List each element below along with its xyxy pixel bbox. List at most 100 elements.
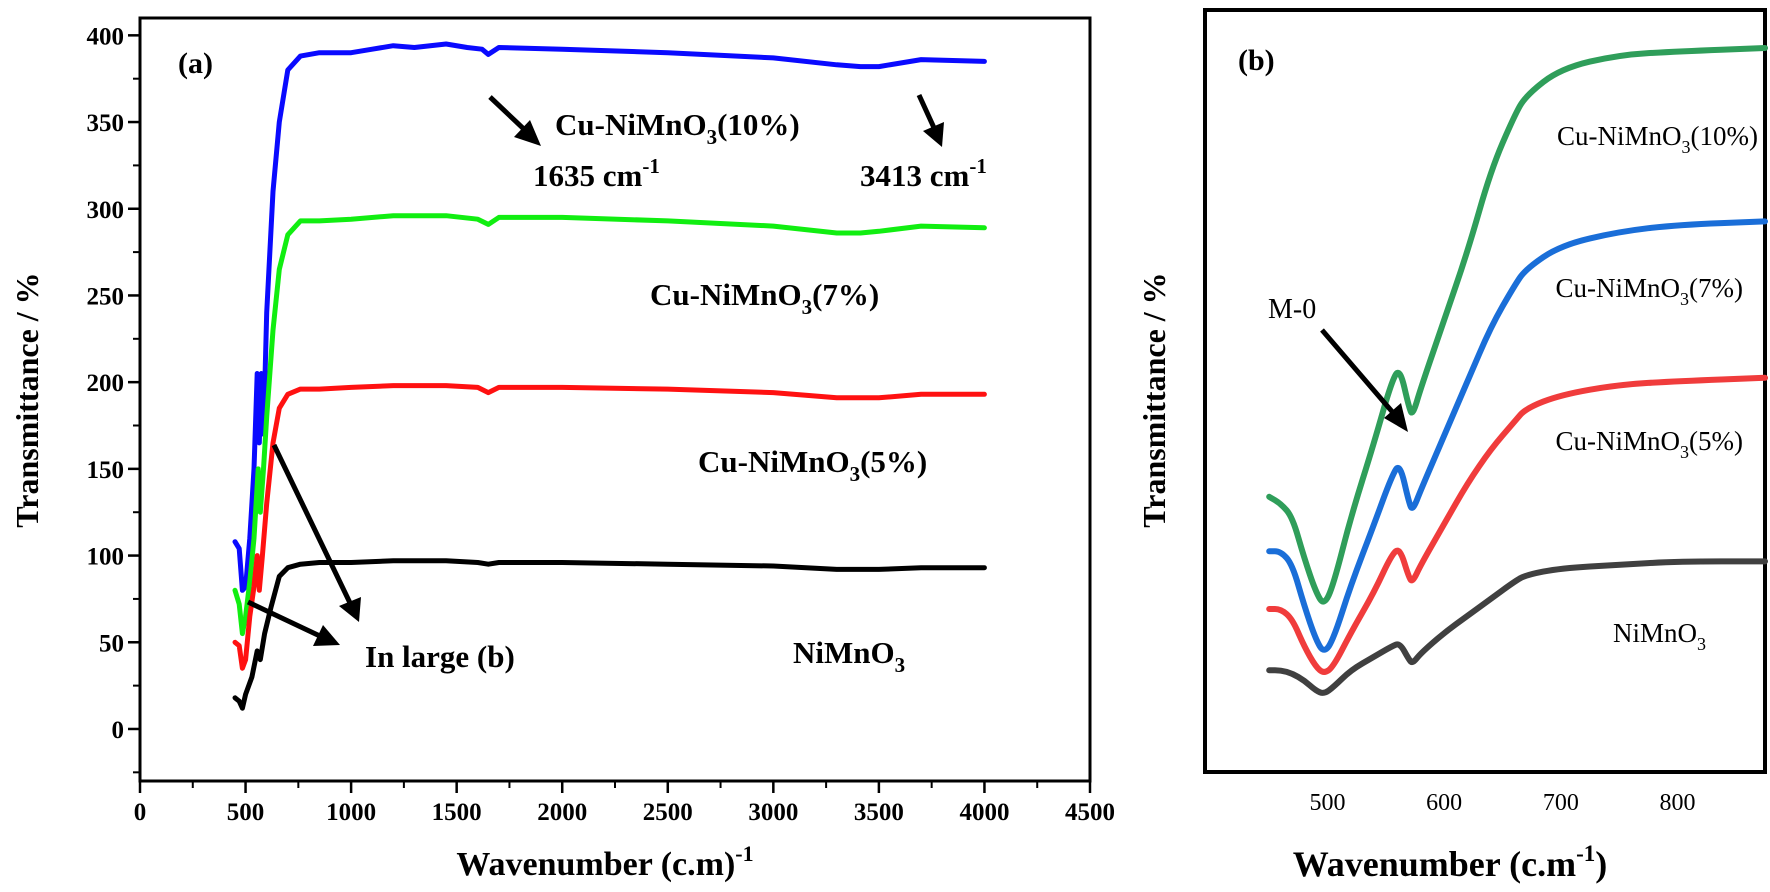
annotation-in-large: In large (b) <box>365 639 515 674</box>
annotation-m-o: M-0 <box>1268 294 1316 325</box>
series-label-main: Cu-NiMnO <box>1557 121 1682 151</box>
arrow-1635-icon <box>488 95 529 134</box>
panel-a-xlabel-text: Wavenumber (c.m) <box>456 846 735 883</box>
annotation-text: 1635 cm <box>533 158 643 193</box>
series-label-main: NiMnO <box>1613 618 1697 648</box>
annotation-text: 3413 cm <box>860 158 970 193</box>
y-tick-label: 100 <box>87 544 125 571</box>
panel-b-label: (b) <box>1238 44 1275 77</box>
panel-b-frame <box>1203 8 1767 774</box>
series-line <box>232 383 987 671</box>
x-tick-label: 4000 <box>959 799 1009 826</box>
y-tick-label: 400 <box>87 23 125 50</box>
series-line <box>1266 374 1768 675</box>
series-label-main: Cu-NiMnO <box>698 444 850 479</box>
panel-b-xlabel-sup: -1 <box>1576 841 1595 866</box>
series-label-tail: (7%) <box>812 277 879 312</box>
panel-b-xlabel-tail: ) <box>1595 844 1607 884</box>
series-line <box>1266 45 1768 605</box>
panel-b: 500 600 700 800 (b) Transmittance / % Waven… <box>1136 8 1768 884</box>
x-tick-label: 500 <box>1310 790 1346 816</box>
series-label-main: Cu-NiMnO <box>1556 273 1681 303</box>
arrow-3413-icon <box>916 93 938 132</box>
panel-a-frame <box>138 16 1092 783</box>
annotation-3413: 3413 cm-1 <box>860 154 987 193</box>
series-label-sub: 3 <box>895 653 906 677</box>
series-label-sub: 3 <box>1682 137 1691 157</box>
panel-b-series-label-10: Cu-NiMnO3(10%) <box>1557 121 1758 157</box>
x-tick-label: 500 <box>227 799 265 826</box>
y-tick-label: 300 <box>87 197 125 224</box>
panel-b-series <box>1266 45 1768 696</box>
x-tick-label: 3500 <box>854 799 904 826</box>
series-label-sub: 3 <box>802 295 813 319</box>
series-label-main: NiMnO <box>793 635 895 670</box>
panel-b-series-label-5: Cu-NiMnO3(5%) <box>1556 426 1744 462</box>
annotation-sup: -1 <box>642 154 660 178</box>
x-tick-label: 700 <box>1543 790 1579 816</box>
series-label-tail: (7%) <box>1689 273 1743 303</box>
series-label-main: Cu-NiMnO <box>1556 426 1681 456</box>
series-label-tail: (5%) <box>1689 426 1743 456</box>
panel-b-ticks: 500 600 700 800 <box>1310 790 1696 816</box>
panel-a-label: (a) <box>178 47 213 80</box>
arrow-mo-head-icon <box>1384 403 1408 432</box>
panel-a-series-label-5: Cu-NiMnO3(5%) <box>698 444 927 486</box>
series-label-main: Cu-NiMnO <box>650 277 802 312</box>
arrow-zoom-2-head-icon <box>339 597 361 622</box>
arrow-zoom-1-icon <box>246 599 324 640</box>
series-label-sub: 3 <box>850 462 861 486</box>
arrow-1635-head-icon <box>514 120 541 146</box>
panel-a-ylabel: Transmittance / % <box>9 272 45 527</box>
y-tick-label: 200 <box>87 370 125 397</box>
panel-b-series-label-ni: NiMnO3 <box>1613 618 1706 654</box>
y-tick-label: 50 <box>99 630 124 657</box>
x-tick-label: 800 <box>1660 790 1696 816</box>
x-tick-label: 2000 <box>537 799 587 826</box>
series-label-sub: 3 <box>1680 442 1689 462</box>
panel-a-series <box>232 41 987 711</box>
x-tick-label: 2500 <box>643 799 693 826</box>
x-tick-label: 600 <box>1426 790 1462 816</box>
annotation-sup: -1 <box>969 154 987 178</box>
series-label-sub: 3 <box>1697 634 1706 654</box>
panel-b-ylabel: Transmittance / % <box>1136 272 1172 527</box>
panel-b-xlabel-text: Wavenumber (c.m <box>1293 844 1576 884</box>
y-tick-label: 350 <box>87 110 125 137</box>
x-tick-label: 1500 <box>432 799 482 826</box>
series-label-tail: (10%) <box>1691 121 1758 151</box>
x-tick-label: 1000 <box>326 799 376 826</box>
series-label-sub: 3 <box>1680 289 1689 309</box>
arrow-mo-icon <box>1320 328 1397 417</box>
panel-a-series-label-10: Cu-NiMnO3(10%) <box>555 107 800 149</box>
panel-a-series-label-7: Cu-NiMnO3(7%) <box>650 277 879 319</box>
panel-a-ticks: 0 500 1000 1500 2000 2500 3000 3500 4000 4500 0 50 1… <box>87 23 1116 826</box>
series-line <box>1266 218 1768 653</box>
arrow-3413-head-icon <box>923 122 944 147</box>
y-tick-label: 0 <box>112 717 125 744</box>
panel-a-xlabel: Wavenumber (c.m)-1 <box>456 841 753 883</box>
series-line <box>232 41 987 593</box>
x-tick-label: 4500 <box>1065 799 1115 826</box>
panel-b-series-label-7: Cu-NiMnO3(7%) <box>1556 273 1744 309</box>
arrow-zoom-1-head-icon <box>313 625 340 646</box>
series-line <box>1266 558 1768 696</box>
panel-a-arrows <box>246 93 944 646</box>
series-label-main: Cu-NiMnO <box>555 107 707 142</box>
panel-b-arrows <box>1320 328 1408 432</box>
annotation-1635: 1635 cm-1 <box>533 154 660 193</box>
panel-a-series-label-ni: NiMnO3 <box>793 635 905 677</box>
panel-a-xlabel-sup: -1 <box>735 841 753 866</box>
x-tick-label: 0 <box>134 799 147 826</box>
x-tick-label: 3000 <box>748 799 798 826</box>
series-line <box>232 213 987 637</box>
y-tick-label: 250 <box>87 283 125 310</box>
y-tick-label: 150 <box>87 457 125 484</box>
series-label-tail: (5%) <box>860 444 927 479</box>
series-label-tail: (10%) <box>717 107 800 142</box>
panel-a: 0 500 1000 1500 2000 2500 3000 3500 4000 4500 0 50 1… <box>9 16 1116 883</box>
arrow-zoom-2-icon <box>271 443 354 607</box>
series-line <box>232 558 987 711</box>
series-label-sub: 3 <box>707 125 718 149</box>
